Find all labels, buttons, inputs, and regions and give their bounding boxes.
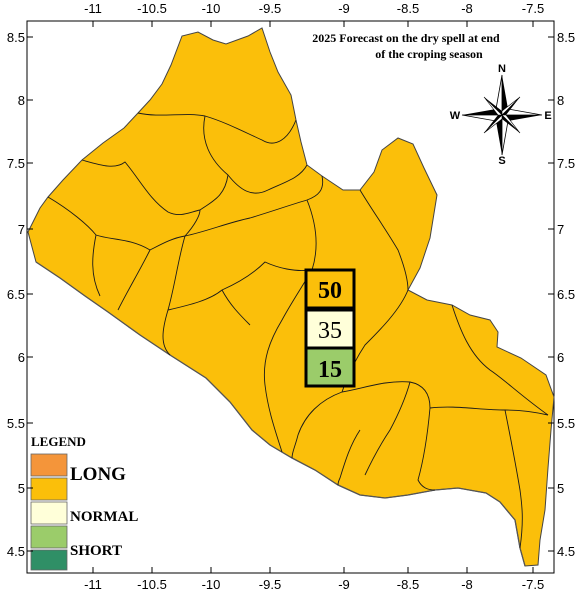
y-tick-label-left: 6.5	[7, 287, 25, 302]
compass-west-label: W	[450, 110, 461, 122]
y-tick-label-right: 8.5	[557, 30, 575, 45]
forecast-short-box	[304, 346, 356, 388]
y-tick-label-right: 7.5	[557, 156, 575, 171]
x-tick-label-top: -10	[202, 1, 221, 16]
x-tick-label-top: -10.5	[137, 1, 167, 16]
y-tick-label-right: 5	[557, 481, 564, 496]
x-tick-label-top: -9.5	[259, 1, 281, 16]
y-tick-label-left: 8	[18, 93, 25, 108]
x-tick-label-bottom: -11	[84, 577, 102, 592]
x-tick-label-top: -7.5	[522, 1, 544, 16]
compass-north-label: N	[498, 63, 506, 75]
map-title-line-1: 2025 Forecast on the dry spell at end	[312, 31, 500, 45]
x-tick-label-bottom: -8.5	[397, 577, 419, 592]
compass-east-label: E	[544, 110, 551, 122]
compass-rose	[461, 74, 543, 156]
y-tick-label-left: 7.5	[7, 156, 25, 171]
x-tick-label-top: -9	[338, 1, 350, 16]
forecast-probabilities: 50 35 15	[304, 268, 356, 388]
county-boundaries	[47, 112, 549, 549]
x-tick-label-top: -8	[461, 1, 473, 16]
forecast-long-value: 50	[318, 278, 342, 304]
legend-swatch-normal	[30, 501, 68, 525]
x-tick-label-top: -11	[84, 1, 102, 16]
legend-swatch-short	[30, 525, 68, 549]
legend-label-long: LONG	[70, 464, 126, 485]
legend-heading: LEGEND	[31, 434, 86, 449]
y-tick-label-right: 7	[557, 222, 564, 237]
map-axes: -11 -11 -10.5 -10.5 -10 -10 -9.5 -9.5 -9 -9 -8.5 -8…	[7, 1, 575, 592]
legend: LEGEND LONG NORMAL SHORT	[30, 434, 138, 571]
y-tick-label-left: 7	[18, 222, 25, 237]
y-tick-label-left: 8.5	[7, 30, 25, 45]
x-tick-label-bottom: -7.5	[522, 577, 544, 592]
legend-label-normal: NORMAL	[70, 509, 138, 525]
y-tick-label-right: 6.5	[557, 287, 575, 302]
x-tick-label-bottom: -10	[202, 577, 221, 592]
y-tick-label-right: 4.5	[557, 544, 575, 559]
forecast-normal-box	[304, 308, 356, 350]
x-tick-label-bottom: -8	[461, 577, 473, 592]
coastline	[35, 261, 526, 567]
x-tick-label-top: -8.5	[397, 1, 419, 16]
y-tick-label-left: 5.5	[7, 416, 25, 431]
y-tick-label-left: 6	[18, 350, 25, 365]
y-tick-label-right: 8	[557, 93, 564, 108]
y-tick-label-left: 5	[18, 481, 25, 496]
y-tick-label-right: 5.5	[557, 416, 575, 431]
x-tick-label-bottom: -9	[338, 577, 350, 592]
legend-swatch-long	[30, 477, 68, 501]
x-tick-label-bottom: -9.5	[259, 577, 281, 592]
compass-south-label: S	[498, 155, 505, 167]
forecast-normal-value: 35	[318, 318, 342, 344]
y-tick-label-right: 6	[557, 350, 564, 365]
forecast-long-box	[304, 268, 356, 310]
forecast-short-value: 15	[318, 357, 342, 383]
legend-label-short: SHORT	[70, 543, 122, 559]
legend-swatch-very-short	[30, 549, 68, 571]
x-tick-label-bottom: -10.5	[137, 577, 167, 592]
legend-swatch-very-long	[30, 453, 68, 477]
y-tick-label-left: 4.5	[7, 544, 25, 559]
map-title-line-2: of the croping season	[375, 47, 483, 61]
